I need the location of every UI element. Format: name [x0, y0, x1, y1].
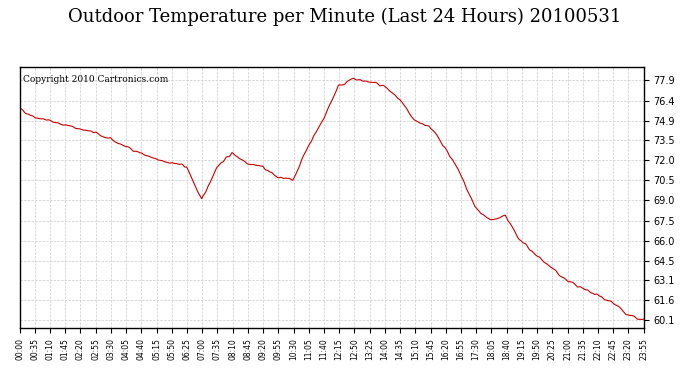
Text: Copyright 2010 Cartronics.com: Copyright 2010 Cartronics.com — [23, 75, 168, 84]
Text: Outdoor Temperature per Minute (Last 24 Hours) 20100531: Outdoor Temperature per Minute (Last 24 … — [68, 8, 622, 26]
